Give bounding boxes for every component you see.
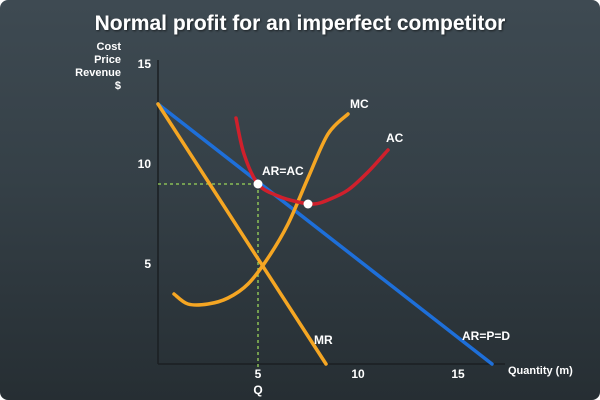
x-axis-label: Quantity (m) (508, 365, 573, 377)
series-label-mc: MC (350, 97, 369, 111)
curve-mr (156, 102, 328, 366)
intersection-point (253, 179, 263, 189)
curve-ar-p-d (156, 102, 494, 366)
intersection-point (303, 199, 313, 209)
chart-title: Normal profit for an imperfect competito… (95, 12, 506, 35)
x-tick-label: 5 (255, 367, 262, 381)
y-tick-label: 15 (138, 57, 152, 71)
point-label-ar-ac: AR=AC (262, 164, 304, 178)
y-tick-label: 5 (144, 257, 151, 271)
series-label-ac: AC (386, 131, 404, 145)
series-label-mr: MR (314, 333, 333, 347)
curve-mc (172, 112, 350, 307)
series-label-ar-p-d: AR=P=D (462, 329, 510, 343)
y-axis-label-line: $ (115, 80, 121, 92)
x-tick-label: 10 (351, 367, 365, 381)
y-axis-label-line: Cost (97, 41, 122, 53)
q-label: Q (253, 383, 262, 397)
y-axis-label-line: Revenue (75, 67, 121, 79)
curve-ac (234, 116, 390, 206)
y-axis-label-line: Price (94, 54, 121, 66)
y-tick-label: 10 (138, 157, 152, 171)
x-tick-label: 15 (451, 367, 465, 381)
